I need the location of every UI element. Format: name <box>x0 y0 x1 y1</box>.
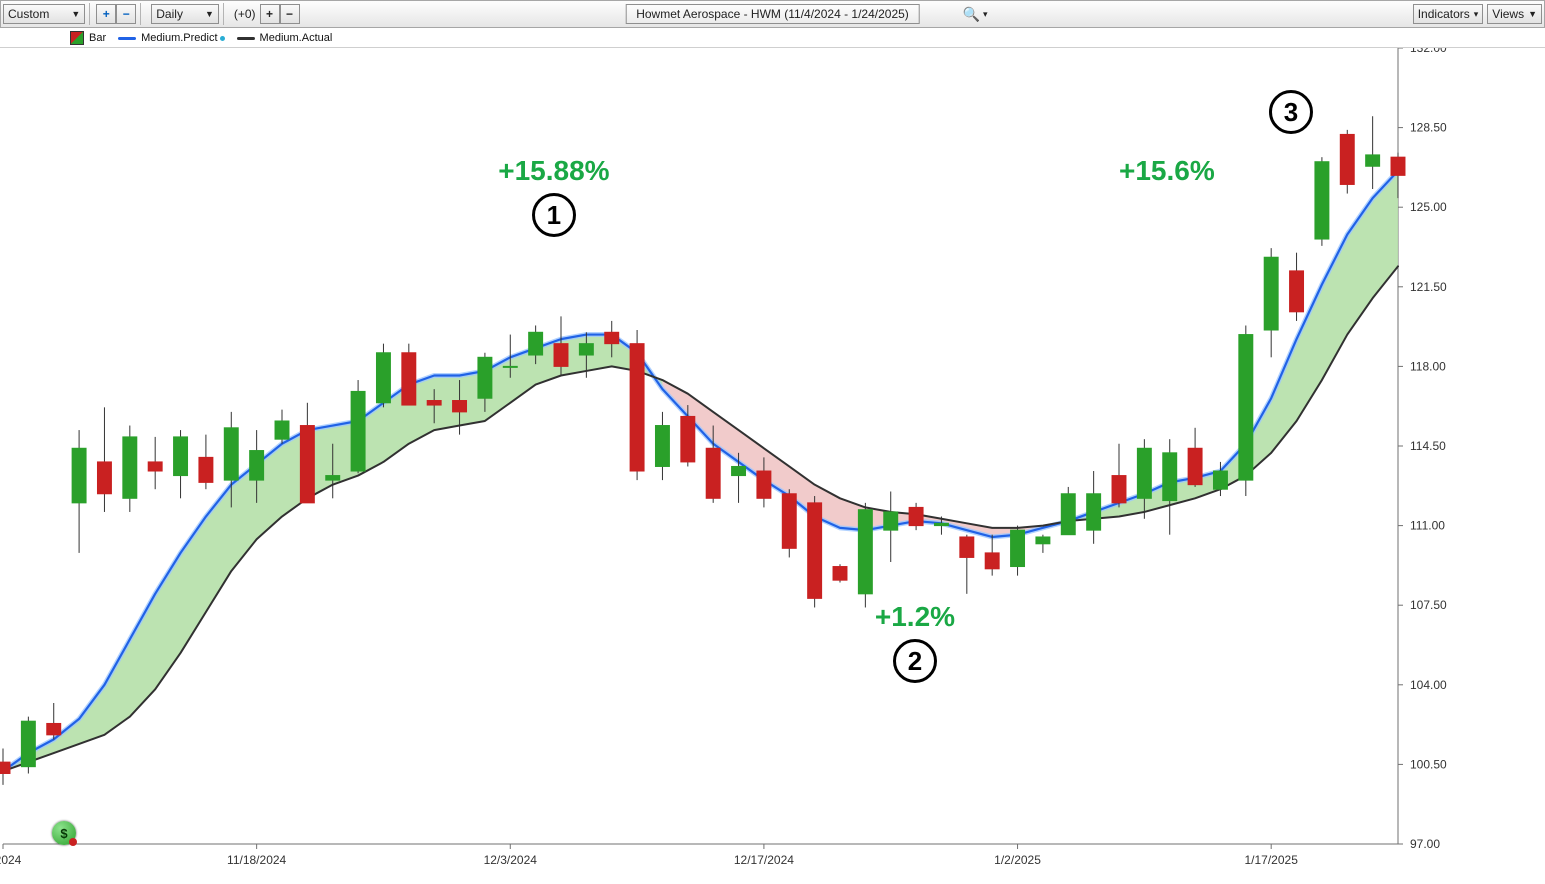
dot-icon <box>220 36 225 41</box>
svg-text:4/2024: 4/2024 <box>0 853 22 867</box>
zoom-group: + − <box>96 4 136 24</box>
legend-item-bar: Bar <box>70 31 106 45</box>
svg-text:97.00: 97.00 <box>1410 837 1440 851</box>
svg-text:1/2/2025: 1/2/2025 <box>994 853 1041 867</box>
svg-text:12/3/2024: 12/3/2024 <box>484 853 538 867</box>
annotation-pct: +15.88% <box>498 155 609 187</box>
chevron-down-icon: ▼ <box>205 9 214 19</box>
svg-text:11/18/2024: 11/18/2024 <box>227 853 286 867</box>
chart-annotation-number: 3 <box>1269 90 1313 134</box>
zoom-out-button[interactable]: − <box>116 4 136 24</box>
annotation-pct: +1.2% <box>875 601 955 633</box>
svg-text:128.50: 128.50 <box>1410 121 1447 135</box>
svg-text:121.50: 121.50 <box>1410 280 1447 294</box>
offset-group: + − <box>260 4 300 24</box>
legend-actual-label: Medium.Actual <box>260 32 333 44</box>
chart-annotation: +1.2% 2 <box>875 601 955 683</box>
chart-title: Howmet Aerospace - HWM (11/4/2024 - 1/24… <box>636 7 909 21</box>
period-select-value: Custom <box>8 7 49 21</box>
chevron-down-icon: ▼ <box>71 9 80 19</box>
views-button-label: Views <box>1492 7 1524 21</box>
svg-text:118.00: 118.00 <box>1410 359 1446 373</box>
svg-text:1/17/2025: 1/17/2025 <box>1244 853 1298 867</box>
toolbar-separator <box>223 3 226 25</box>
chart-annotation: +15.6% <box>1119 155 1215 193</box>
zoom-in-button[interactable]: + <box>96 4 116 24</box>
svg-text:114.50: 114.50 <box>1410 439 1446 453</box>
legend: Bar Medium.Predict Medium.Actual <box>0 28 1545 48</box>
offset-minus-button[interactable]: − <box>280 4 300 24</box>
line-blue-icon <box>118 37 136 40</box>
svg-text:125.00: 125.00 <box>1410 200 1447 214</box>
svg-text:100.50: 100.50 <box>1410 757 1447 771</box>
svg-text:107.50: 107.50 <box>1410 598 1447 612</box>
bar-swatch-icon <box>70 31 84 45</box>
toolbar: Custom ▼ + − Daily ▼ (+0) + − Howmet Aer… <box>0 0 1545 28</box>
legend-predict-label: Medium.Predict <box>141 32 217 44</box>
annotation-pct: +15.6% <box>1119 155 1215 187</box>
indicators-button-label: Indicators <box>1418 7 1470 21</box>
annotation-number: 1 <box>532 193 576 237</box>
svg-text:12/17/2024: 12/17/2024 <box>734 853 794 867</box>
legend-item-actual: Medium.Actual <box>237 32 333 44</box>
offset-label: (+0) <box>234 7 256 21</box>
views-button[interactable]: Views ▼ <box>1487 4 1542 24</box>
toolbar-search[interactable]: 🔍 ▾ <box>963 5 988 23</box>
legend-bar-label: Bar <box>89 32 106 44</box>
svg-text:132.00: 132.00 <box>1410 48 1447 55</box>
toolbar-separator <box>89 3 92 25</box>
toolbar-right: Indicators ▾ Views ▼ <box>1411 4 1542 24</box>
indicators-button[interactable]: Indicators ▾ <box>1413 4 1484 24</box>
chevron-down-icon: ▾ <box>1474 9 1479 20</box>
annotation-number: 3 <box>1269 90 1313 134</box>
legend-item-predict: Medium.Predict <box>118 32 224 44</box>
svg-text:111.00: 111.00 <box>1410 519 1445 533</box>
dollar-badge-icon[interactable]: $ <box>52 821 76 845</box>
toolbar-separator <box>140 3 143 25</box>
chart-svg: 132.00 128.50 125.00 121.50 118.00 114.50 111.… <box>0 48 1545 884</box>
chevron-down-icon: ▾ <box>983 9 988 20</box>
chart-title-box[interactable]: Howmet Aerospace - HWM (11/4/2024 - 1/24… <box>625 4 920 24</box>
annotation-number: 2 <box>893 639 937 683</box>
search-icon: 🔍 <box>963 6 980 23</box>
period-select[interactable]: Custom ▼ <box>3 4 85 24</box>
interval-select-value: Daily <box>156 7 183 21</box>
chart-area[interactable]: 132.00 128.50 125.00 121.50 118.00 114.50 111.… <box>0 48 1545 884</box>
offset-plus-button[interactable]: + <box>260 4 280 24</box>
chevron-down-icon: ▼ <box>1528 9 1537 19</box>
interval-select[interactable]: Daily ▼ <box>151 4 219 24</box>
line-black-icon <box>237 37 255 40</box>
svg-text:104.00: 104.00 <box>1410 678 1447 692</box>
chart-annotation: +15.88% 1 <box>498 155 609 237</box>
